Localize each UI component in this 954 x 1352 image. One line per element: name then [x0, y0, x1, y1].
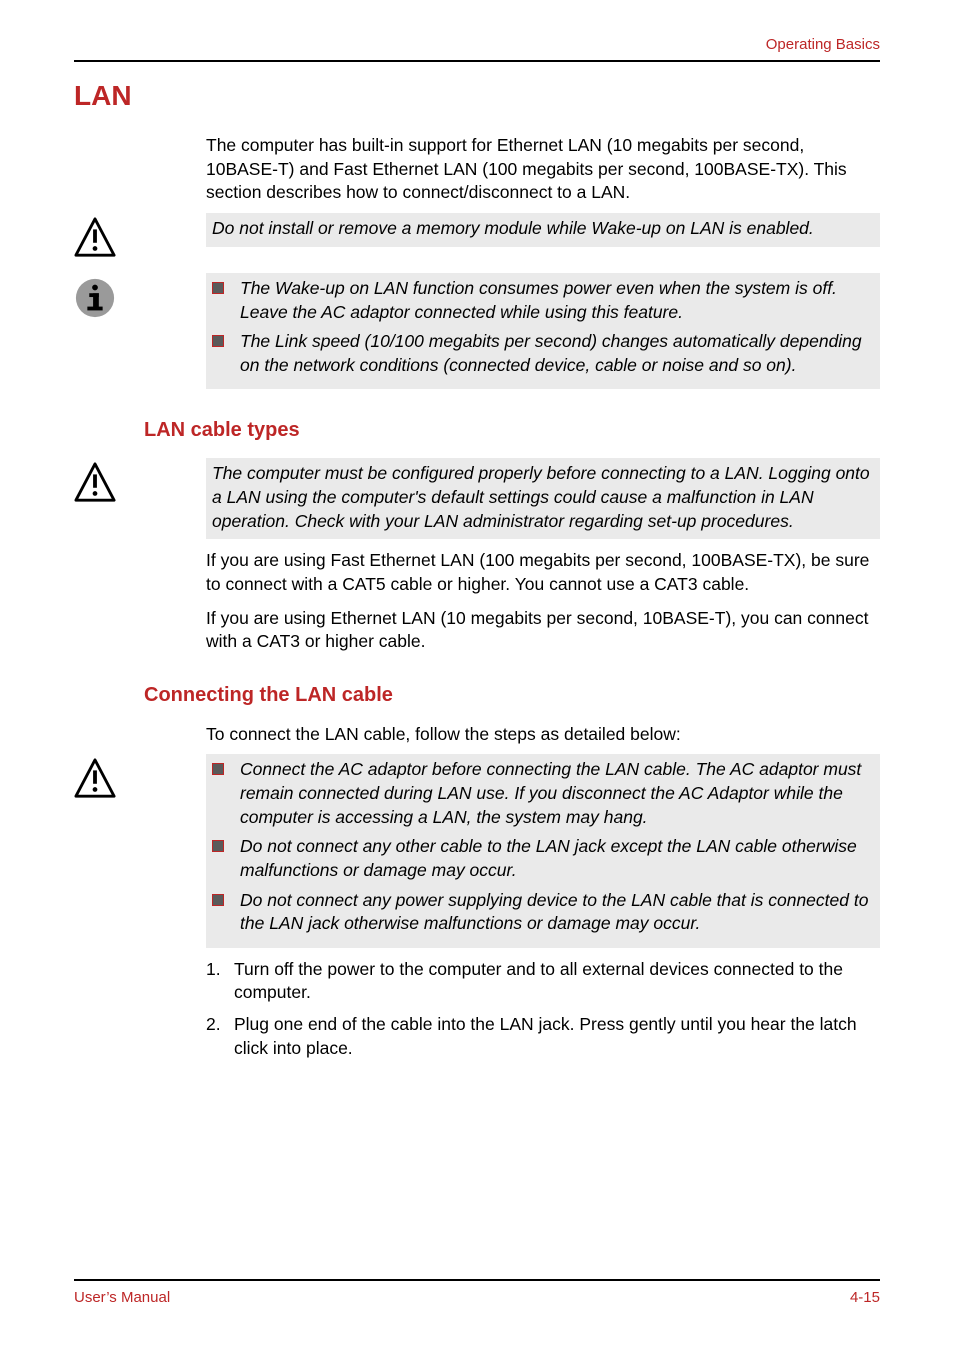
bullet-icon — [212, 763, 224, 775]
warning-callout: The computer must be configured properly… — [74, 458, 880, 539]
info-item: The Wake-up on LAN function consumes pow… — [212, 277, 874, 324]
warning-icon — [74, 217, 116, 259]
warning-item: Connect the AC adaptor before connecting… — [212, 758, 874, 829]
info-item-text: The Link speed (10/100 megabits per seco… — [240, 331, 862, 375]
bullet-icon — [212, 282, 224, 294]
warning-item: Do not connect any other cable to the LA… — [212, 835, 874, 882]
footer-left: User’s Manual — [74, 1289, 170, 1306]
warning-item-text: Do not connect any other cable to the LA… — [240, 836, 857, 880]
body-paragraph: To connect the LAN cable, follow the ste… — [206, 723, 880, 747]
info-text: The Wake-up on LAN function consumes pow… — [206, 273, 880, 390]
page-footer: User’s Manual 4-15 — [74, 1279, 880, 1306]
section-heading: Connecting the LAN cable — [144, 684, 880, 707]
section-heading: LAN cable types — [144, 419, 880, 442]
warning-icon — [74, 758, 116, 800]
step-item: 2. Plug one end of the cable into the LA… — [206, 1013, 880, 1060]
bullet-icon — [212, 894, 224, 906]
step-number: 1. — [206, 958, 221, 982]
step-item: 1. Turn off the power to the computer an… — [206, 958, 880, 1005]
info-icon — [74, 277, 116, 319]
warning-icon — [74, 462, 116, 504]
body-paragraph: If you are using Fast Ethernet LAN (100 … — [206, 549, 880, 596]
body-paragraph: If you are using Ethernet LAN (10 megabi… — [206, 607, 880, 654]
warning-callout: Do not install or remove a memory module… — [74, 213, 880, 259]
page-title: LAN — [74, 80, 880, 112]
footer-rule — [74, 1279, 880, 1281]
info-callout: The Wake-up on LAN function consumes pow… — [74, 273, 880, 390]
footer-right: 4-15 — [850, 1289, 880, 1306]
header-rule — [74, 60, 880, 62]
info-item: The Link speed (10/100 megabits per seco… — [212, 330, 874, 377]
warning-item-text: Connect the AC adaptor before connecting… — [240, 759, 861, 826]
info-item-text: The Wake-up on LAN function consumes pow… — [240, 278, 837, 322]
step-text: Turn off the power to the computer and t… — [234, 959, 843, 1003]
header-section-label: Operating Basics — [766, 36, 880, 53]
steps-list: 1. Turn off the power to the computer an… — [206, 958, 880, 1061]
intro-paragraph: The computer has built-in support for Et… — [206, 134, 880, 205]
bullet-icon — [212, 840, 224, 852]
step-number: 2. — [206, 1013, 221, 1037]
warning-text: Do not install or remove a memory module… — [206, 213, 880, 247]
warning-text: The computer must be configured properly… — [206, 458, 880, 539]
step-text: Plug one end of the cable into the LAN j… — [234, 1014, 857, 1058]
warning-callout: Connect the AC adaptor before connecting… — [74, 754, 880, 947]
warning-item-text: Do not connect any power supplying devic… — [240, 890, 868, 934]
warning-text: Connect the AC adaptor before connecting… — [206, 754, 880, 947]
warning-item: Do not connect any power supplying devic… — [212, 889, 874, 936]
bullet-icon — [212, 335, 224, 347]
page-content: LAN The computer has built-in support fo… — [74, 80, 880, 1068]
